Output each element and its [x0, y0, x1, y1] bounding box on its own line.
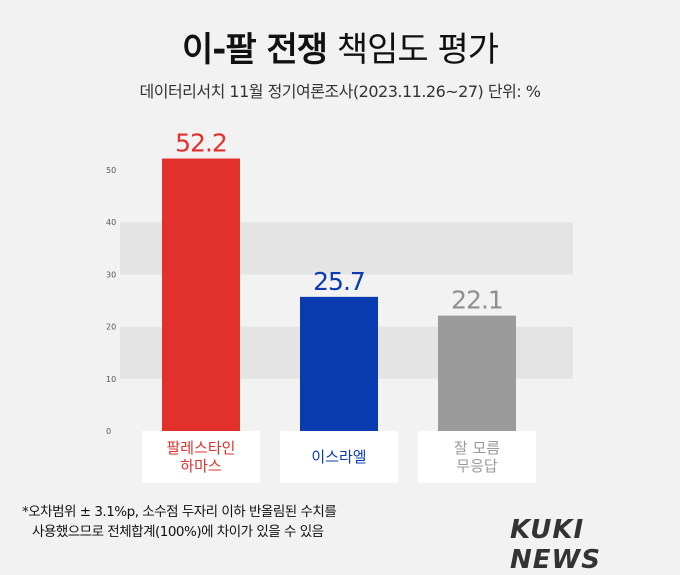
- y-tick-label: 0: [106, 427, 111, 436]
- category-label-box: [418, 431, 536, 483]
- bar: [438, 315, 516, 431]
- bar: [300, 296, 378, 431]
- title-light: 책임도 평가: [336, 30, 499, 70]
- footnote-line-1: *오차범위 ± 3.1%p, 소수점 두자리 이하 반올림된 수치를: [22, 504, 337, 520]
- y-tick-label: 20: [106, 323, 116, 332]
- bar: [162, 158, 240, 432]
- kuki-news-logo: KUKI NEWS: [510, 515, 601, 575]
- category-label-box: [280, 431, 398, 483]
- category-label-box: [142, 431, 260, 483]
- chart-subtitle: 데이터리서치 11월 정기여론조사(2023.11.26~27) 단위: %: [139, 82, 541, 101]
- chart-title: 이-팔 전쟁 책임도 평가: [0, 22, 680, 71]
- x-tick-label: 무응답: [456, 457, 498, 475]
- y-tick-label: 40: [106, 218, 116, 227]
- footnote-line-2: 사용했으므로 전체합계(100%)에 차이가 있을 수 있음: [32, 524, 324, 540]
- data-label: 22.1: [451, 286, 503, 315]
- footnote: *오차범위 ± 3.1%p, 소수점 두자리 이하 반올림된 수치를 사용했으므…: [22, 502, 337, 542]
- title-strong: 이-팔 전쟁: [181, 30, 328, 70]
- x-tick-label: 잘 모름: [454, 439, 500, 457]
- x-tick-label: 팔레스타인: [166, 439, 235, 457]
- y-tick-label: 50: [106, 166, 116, 175]
- data-label: 52.2: [175, 129, 227, 158]
- data-label: 25.7: [313, 267, 365, 296]
- y-tick-label: 30: [106, 270, 116, 279]
- x-tick-label: 하마스: [180, 457, 222, 475]
- y-tick-label: 10: [106, 375, 116, 384]
- x-tick-label: 이스라엘: [311, 448, 366, 466]
